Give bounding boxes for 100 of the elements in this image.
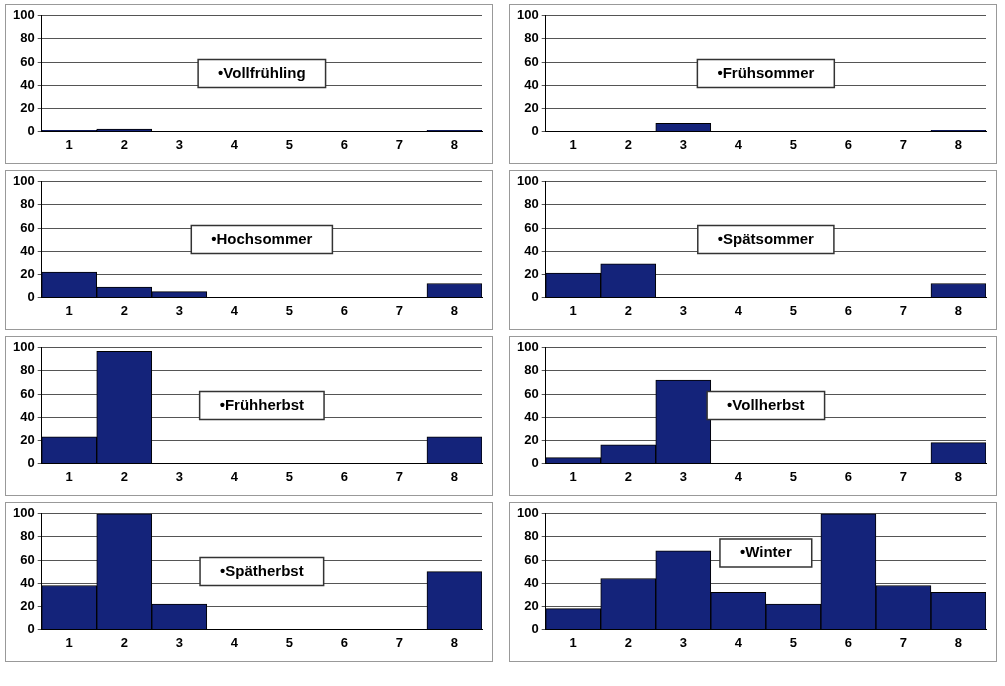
y-tick-label: 20 <box>524 265 539 281</box>
y-tick-label: 60 <box>524 53 539 69</box>
y-tick-label: 20 <box>20 597 35 613</box>
text: •Hochsommer <box>211 229 313 247</box>
x-tick-label: 8 <box>954 302 963 318</box>
x-tick-label: 8 <box>954 468 963 484</box>
x-tick-label: 2 <box>624 136 632 152</box>
x-tick-label: 6 <box>340 634 349 650</box>
y-tick-label: 100 <box>516 505 539 521</box>
y-tick-label: 0 <box>531 620 539 636</box>
x-tick-label: 8 <box>450 634 459 650</box>
x-tick-label: 7 <box>395 634 404 650</box>
x-tick-label: 1 <box>65 634 73 650</box>
y-tick-label: 40 <box>524 574 539 590</box>
y-tick-label: 100 <box>516 339 539 355</box>
y-tick-label: 60 <box>524 385 539 401</box>
y-tick-label: 0 <box>27 454 35 470</box>
x-tick-label: 3 <box>679 468 687 484</box>
y-tick-label: 20 <box>524 431 539 447</box>
x-tick-label: 2 <box>120 468 128 484</box>
x-tick-label: 6 <box>844 634 853 650</box>
y-tick-label: 60 <box>20 385 35 401</box>
x-tick-label: 3 <box>679 136 687 152</box>
x-tick-label: 6 <box>844 302 853 318</box>
x-tick-label: 2 <box>120 302 128 318</box>
x-tick-label: 7 <box>899 136 908 152</box>
x-tick-label: 3 <box>679 302 687 318</box>
y-tick-label: 40 <box>20 408 35 424</box>
y-tick-label: 40 <box>524 242 539 258</box>
x-tick-label: 5 <box>285 468 293 484</box>
y-tick-label: 40 <box>20 76 35 92</box>
y-tick-label: 80 <box>524 528 539 544</box>
y-tick-label: 100 <box>516 173 539 189</box>
x-tick-label: 1 <box>569 468 577 484</box>
x-tick-label: 1 <box>65 136 73 152</box>
y-tick-label: 80 <box>20 30 35 46</box>
x-tick-label: 3 <box>175 136 183 152</box>
x-tick-label: 6 <box>340 136 349 152</box>
text: •Spätsommer <box>717 229 815 247</box>
x-tick-label: 4 <box>734 302 743 318</box>
text: •Vollfrühling <box>218 63 306 81</box>
x-tick-label: 3 <box>175 634 183 650</box>
y-tick-label: 100 <box>516 7 539 23</box>
x-tick-label: 8 <box>450 136 459 152</box>
x-tick-label: 2 <box>120 634 128 650</box>
y-tick-label: 60 <box>20 551 35 567</box>
x-tick-label: 8 <box>450 302 459 318</box>
x-tick-label: 2 <box>624 468 632 484</box>
x-tick-label: 7 <box>899 634 908 650</box>
x-tick-label: 1 <box>569 136 577 152</box>
y-tick-label: 20 <box>524 99 539 115</box>
x-tick-label: 7 <box>899 302 908 318</box>
x-tick-label: 4 <box>230 136 239 152</box>
y-tick-label: 0 <box>27 122 35 138</box>
text: •Winter <box>739 543 792 561</box>
text: •Vollherbst <box>727 395 805 413</box>
y-tick-label: 80 <box>20 196 35 212</box>
x-tick-label: 1 <box>569 634 577 650</box>
text: •Spätherbst <box>220 561 304 579</box>
x-tick-label: 4 <box>734 634 743 650</box>
y-tick-label: 60 <box>20 53 35 69</box>
x-tick-label: 5 <box>789 136 797 152</box>
x-tick-label: 5 <box>285 302 293 318</box>
x-tick-label: 7 <box>395 136 404 152</box>
x-tick-label: 3 <box>175 302 183 318</box>
y-tick-label: 100 <box>12 7 35 23</box>
y-tick-label: 40 <box>524 76 539 92</box>
y-tick-label: 20 <box>524 597 539 613</box>
x-tick-label: 4 <box>230 468 239 484</box>
x-tick-label: 4 <box>230 302 239 318</box>
y-tick-label: 60 <box>20 219 35 235</box>
x-tick-label: 4 <box>734 468 743 484</box>
y-tick-label: 80 <box>20 528 35 544</box>
x-tick-label: 6 <box>340 302 349 318</box>
y-tick-label: 20 <box>20 99 35 115</box>
x-tick-label: 2 <box>624 634 632 650</box>
x-tick-label: 3 <box>679 634 687 650</box>
x-tick-label: 5 <box>789 468 797 484</box>
x-tick-label: 4 <box>734 136 743 152</box>
y-tick-label: 40 <box>524 408 539 424</box>
y-tick-label: 20 <box>20 265 35 281</box>
x-tick-label: 1 <box>65 468 73 484</box>
x-tick-label: 5 <box>789 634 797 650</box>
y-tick-label: 0 <box>531 288 539 304</box>
y-tick-label: 80 <box>524 30 539 46</box>
x-tick-label: 4 <box>230 634 239 650</box>
x-tick-label: 8 <box>450 468 459 484</box>
y-tick-label: 100 <box>12 173 35 189</box>
y-tick-label: 40 <box>20 242 35 258</box>
y-tick-label: 60 <box>524 551 539 567</box>
x-tick-label: 1 <box>569 302 577 318</box>
y-tick-label: 0 <box>531 122 539 138</box>
y-tick-label: 0 <box>27 288 35 304</box>
x-tick-label: 6 <box>844 136 853 152</box>
x-tick-label: 7 <box>899 468 908 484</box>
y-tick-label: 80 <box>20 362 35 378</box>
y-tick-label: 20 <box>20 431 35 447</box>
x-tick-label: 7 <box>395 302 404 318</box>
x-tick-label: 1 <box>65 302 73 318</box>
y-tick-label: 60 <box>524 219 539 235</box>
